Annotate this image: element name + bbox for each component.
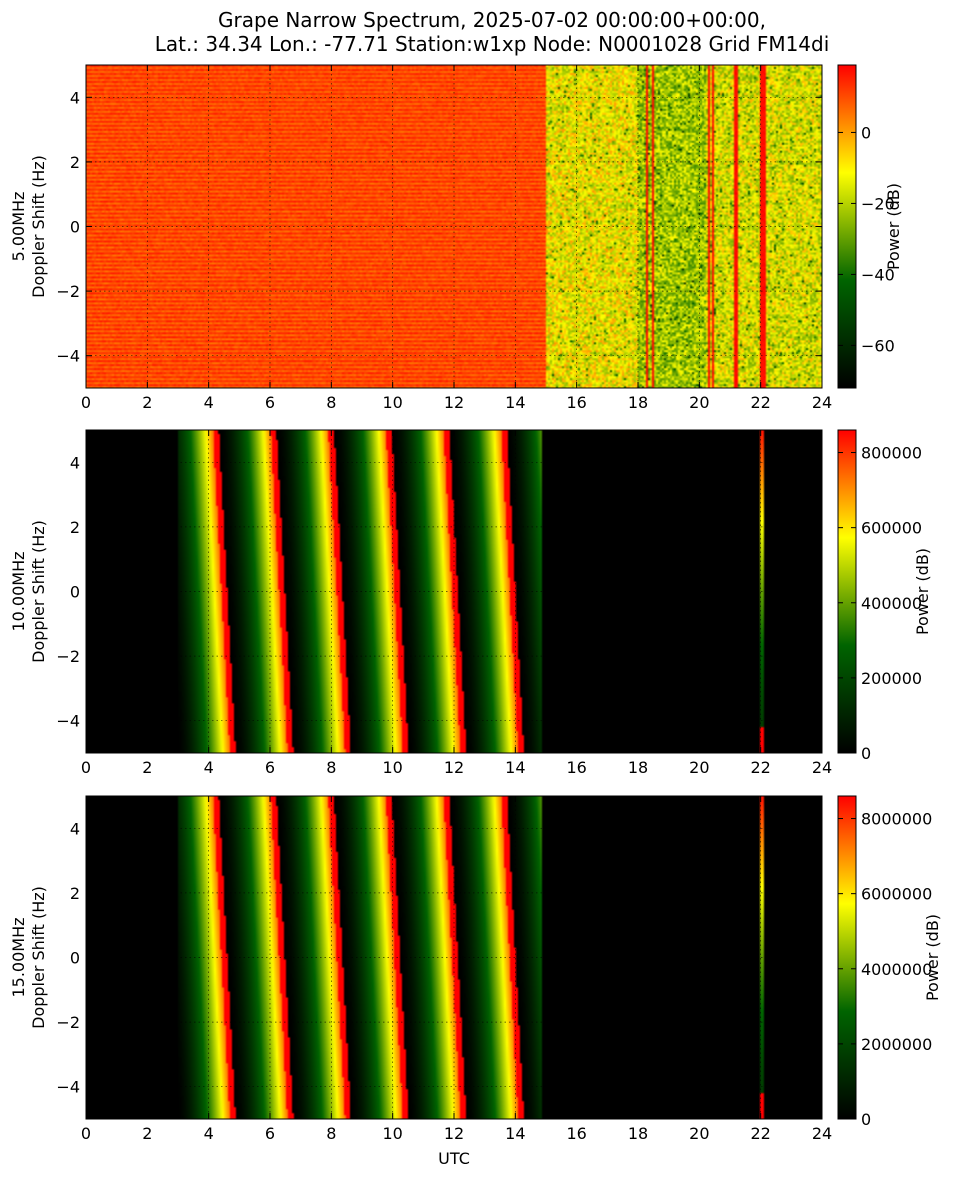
x-tick-label: 6 [265,758,275,777]
x-tick-label: 18 [628,1124,648,1143]
x-axis-label: UTC [438,1149,470,1168]
x-tick-label: 12 [444,758,464,777]
colorbar-tick-label: −60 [861,336,895,355]
colorbar-tick-label: 8000000 [861,810,932,829]
x-tick-label: 24 [812,1124,832,1143]
x-tick-label: 22 [750,758,770,777]
x-tick-label: 2 [142,758,152,777]
y-axis-label-line-1: 5.00MHz [9,192,28,262]
x-tick-label: 6 [265,1124,275,1143]
x-tick-label: 22 [750,1124,770,1143]
x-tick-label: 12 [444,393,464,412]
x-tick-label: 8 [326,758,336,777]
y-tick-label: 2 [70,153,80,172]
x-tick-label: 0 [81,1124,91,1143]
y-axis-label-line-1: 15.00MHz [9,917,28,997]
x-tick-label: 18 [628,758,648,777]
colorbar-label: Power (dB) [923,914,942,1001]
colorbar [837,64,857,389]
x-tick-label: 12 [444,1124,464,1143]
y-tick-label: 4 [70,819,80,838]
y-tick-label: 0 [70,583,80,602]
colorbar-tick-label: 0 [861,744,871,763]
y-tick-label: −4 [56,712,80,731]
y-axis-label-line-2: Doppler Shift (Hz) [29,520,48,663]
y-tick-label: −2 [56,647,80,666]
y-axis-label-line-1: 10.00MHz [9,551,28,631]
x-tick-label: 14 [505,758,525,777]
colorbar-tick-label: 400000 [861,594,922,613]
x-tick-label: 22 [750,393,770,412]
colorbar [837,795,857,1120]
colorbar-label: Power (dB) [913,548,932,635]
x-tick-label: 16 [566,393,586,412]
x-tick-label: 20 [689,758,709,777]
colorbar-tick-label: 800000 [861,444,922,463]
x-tick-label: 24 [812,758,832,777]
chart-title-line-2: Lat.: 34.34 Lon.: -77.71 Station:w1xp No… [155,32,830,56]
x-tick-label: 24 [812,393,832,412]
y-axis-label-line-2: Doppler Shift (Hz) [29,155,48,298]
x-tick-label: 2 [142,1124,152,1143]
y-tick-label: 2 [70,518,80,537]
y-tick-label: 4 [70,88,80,107]
y-tick-label: −4 [56,347,80,366]
colorbar-tick-label: 2000000 [861,1035,932,1054]
colorbar-tick-label: 0 [861,1110,871,1129]
y-axis-label-line-2: Doppler Shift (Hz) [29,886,48,1029]
x-tick-label: 8 [326,393,336,412]
y-tick-label: 4 [70,453,80,472]
x-tick-label: 16 [566,758,586,777]
x-tick-label: 0 [81,393,91,412]
x-tick-label: 8 [326,1124,336,1143]
y-tick-label: 0 [70,949,80,968]
x-tick-label: 4 [204,758,214,777]
x-tick-label: 4 [204,393,214,412]
y-tick-label: 0 [70,218,80,237]
x-tick-label: 14 [505,1124,525,1143]
x-tick-label: 16 [566,1124,586,1143]
x-tick-label: 14 [505,393,525,412]
colorbar-tick-label: 6000000 [861,885,932,904]
colorbar-tick-label: 4000000 [861,960,932,979]
x-tick-label: 18 [628,393,648,412]
x-tick-label: 10 [382,758,402,777]
x-tick-label: 0 [81,758,91,777]
y-tick-label: −2 [56,282,80,301]
x-tick-label: 6 [265,393,275,412]
colorbar [837,429,857,754]
y-tick-label: 2 [70,884,80,903]
chart-title-line-1: Grape Narrow Spectrum, 2025-07-02 00:00:… [218,8,766,32]
x-tick-label: 2 [142,393,152,412]
colorbar-tick-label: 0 [861,123,871,142]
x-tick-label: 20 [689,1124,709,1143]
x-tick-label: 10 [382,1124,402,1143]
x-tick-label: 4 [204,1124,214,1143]
y-tick-label: −4 [56,1078,80,1097]
colorbar-tick-label: 200000 [861,669,922,688]
x-tick-label: 10 [382,393,402,412]
x-tick-label: 20 [689,393,709,412]
colorbar-label: Power (dB) [884,183,903,270]
y-tick-label: −2 [56,1013,80,1032]
colorbar-tick-label: −40 [861,265,895,284]
colorbar-tick-label: −20 [861,194,895,213]
colorbar-tick-label: 600000 [861,519,922,538]
